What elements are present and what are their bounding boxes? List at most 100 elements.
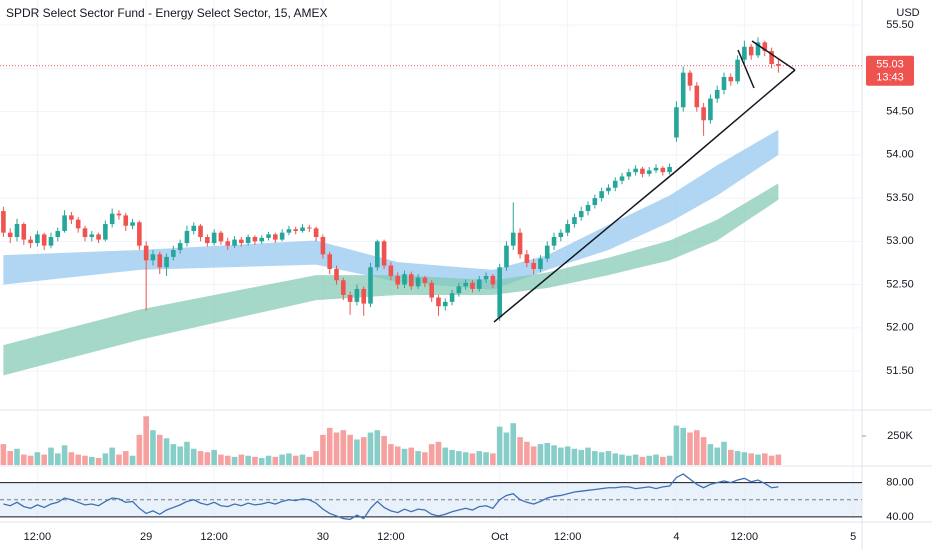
candle-body: [89, 234, 95, 238]
volume-bar: [469, 453, 476, 465]
volume-bar: [748, 453, 754, 465]
volume-bar: [190, 448, 197, 465]
volume-bar: [605, 451, 612, 465]
candle-body: [674, 107, 679, 138]
volume-bar: [653, 454, 659, 465]
volume-bar: [700, 437, 707, 465]
candle-body: [334, 269, 339, 281]
volume-bar: [211, 449, 217, 465]
volume-bar: [510, 423, 517, 465]
volume-bar: [88, 456, 95, 465]
volume-bar: [714, 447, 721, 465]
chart-title: SPDR Select Sector Fund - Energy Select …: [6, 6, 327, 20]
volume-bar: [184, 441, 190, 465]
volume-bar: [61, 445, 68, 465]
candle-body: [218, 232, 224, 242]
volume-bar: [415, 451, 421, 465]
candle-body: [769, 51, 774, 65]
volume-bar: [34, 452, 41, 465]
candle-body: [21, 224, 27, 240]
y-tick-label: 54.00: [886, 149, 914, 161]
candle-body: [578, 211, 584, 218]
volume-bar: [286, 453, 292, 465]
candle-body: [320, 237, 326, 255]
candle-body: [28, 239, 33, 244]
volume-bar: [775, 454, 782, 465]
y-tick-label: 55.50: [886, 19, 914, 31]
volume-bar: [727, 449, 734, 465]
candle-body: [687, 72, 693, 86]
volume-bar: [272, 456, 279, 465]
volume-bar: [408, 447, 415, 465]
volume-bar: [313, 451, 319, 465]
volume-bar: [48, 447, 54, 465]
rsi-line: [3, 473, 779, 521]
trend-line: [751, 40, 796, 71]
candle-body: [531, 262, 536, 270]
volume-bar: [150, 430, 156, 465]
candle-body: [599, 191, 604, 199]
candle-body: [660, 167, 666, 173]
candle-body: [395, 275, 400, 285]
candle-body: [374, 241, 380, 268]
candle-body: [388, 265, 394, 276]
candle-body: [191, 225, 197, 231]
x-tick-label: 12:00: [554, 531, 582, 543]
candle-body: [728, 76, 734, 82]
volume-bar: [0, 444, 7, 465]
volume-bar: [612, 453, 619, 465]
volume-bar: [320, 434, 326, 465]
volume-bar: [333, 432, 340, 465]
volume-bar: [632, 454, 639, 465]
volume-bar: [129, 455, 136, 465]
volume-bar: [156, 434, 163, 465]
candle-body: [368, 267, 373, 304]
candle-body: [633, 168, 638, 173]
volume-bar: [530, 446, 537, 465]
volume-bar: [680, 427, 687, 465]
volume-bar: [496, 426, 503, 465]
volume-bar: [116, 454, 122, 465]
volume-bar: [517, 437, 523, 465]
volume-bar: [231, 456, 238, 465]
candle-body: [177, 243, 183, 250]
currency-box: [893, 4, 923, 22]
candle-body: [565, 224, 570, 233]
volume-bar: [381, 435, 387, 465]
volume-bar: [585, 447, 591, 465]
volume-bar: [170, 444, 177, 465]
candle-body: [735, 59, 740, 82]
candle-body: [69, 215, 74, 220]
candle-body: [592, 198, 598, 205]
candle-body: [429, 282, 434, 298]
volume-bar: [54, 453, 61, 465]
volume-bar: [694, 430, 700, 465]
candle-body: [273, 234, 278, 240]
candle-body: [143, 245, 149, 261]
volume-bar: [252, 456, 258, 465]
candle-body: [442, 301, 448, 307]
last-price-tag: [866, 55, 914, 86]
y-tick-label: 52.50: [886, 278, 914, 290]
candle-body: [307, 227, 312, 229]
candle-body: [606, 187, 611, 192]
candle-body: [157, 254, 163, 268]
volume-bar: [755, 454, 761, 465]
candle-body: [748, 46, 754, 56]
candle-body: [341, 280, 346, 295]
candle-body: [361, 288, 366, 304]
candle-body: [300, 227, 305, 231]
volume-bar: [734, 451, 741, 465]
candle-body: [279, 232, 285, 240]
volume-bar: [306, 456, 313, 465]
candle-body: [776, 64, 781, 66]
candle-body: [286, 229, 292, 233]
volume-bar: [639, 456, 646, 465]
x-tick-label: 5: [850, 531, 856, 543]
volume-bar: [462, 452, 469, 465]
trend-line: [493, 171, 676, 323]
candle-body: [150, 254, 156, 261]
candle-body: [164, 256, 169, 268]
x-tick-label: 29: [140, 531, 152, 543]
